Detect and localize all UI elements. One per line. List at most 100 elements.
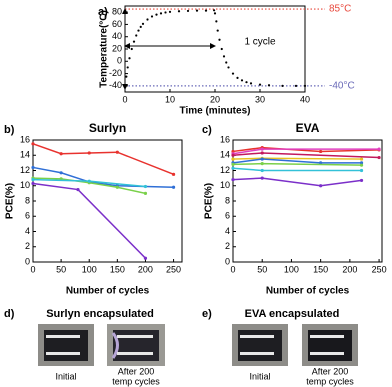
caption: temp cycles xyxy=(112,376,160,386)
data-point xyxy=(236,76,239,79)
data-point xyxy=(128,57,131,60)
x-tick-label: 150 xyxy=(313,264,328,274)
data-point xyxy=(294,84,298,87)
data-point xyxy=(141,22,145,25)
data-point xyxy=(258,83,262,86)
marker xyxy=(31,178,35,182)
y-axis-label: PCE(%) xyxy=(5,183,16,219)
caption: temp cycles xyxy=(306,376,354,386)
photo-title: Surlyn encapsulated xyxy=(46,308,154,320)
data-point xyxy=(240,79,244,82)
caption: After 200 xyxy=(312,366,349,376)
data-point xyxy=(245,81,248,84)
marker xyxy=(171,172,176,176)
x-tick-label: 20 xyxy=(210,94,220,104)
marker xyxy=(359,163,364,167)
y-tick-label: 40 xyxy=(112,31,122,41)
marker xyxy=(359,157,364,161)
panel-label: b) xyxy=(4,124,15,136)
y-tick-label: 2 xyxy=(225,241,230,251)
x-tick-label: 0 xyxy=(30,264,35,274)
marker xyxy=(143,184,148,189)
data-point xyxy=(220,47,223,51)
data-point xyxy=(186,9,190,13)
data-point xyxy=(155,13,158,16)
plot-frame xyxy=(32,139,183,263)
x-tick-label: 40 xyxy=(300,94,310,104)
marker xyxy=(143,256,148,260)
chart-title: Surlyn xyxy=(89,121,126,135)
data-point xyxy=(132,40,136,43)
data-point xyxy=(137,29,140,32)
x-tick-label: 10 xyxy=(165,94,175,104)
marker xyxy=(115,185,119,189)
photo xyxy=(232,324,288,366)
data-point xyxy=(281,84,284,87)
data-point xyxy=(218,38,221,41)
y-tick-label: 80 xyxy=(112,7,122,17)
data-point xyxy=(195,9,199,12)
x-tick-label: 200 xyxy=(342,264,357,274)
y-axis-label: PCE(%) xyxy=(204,183,215,219)
series-line xyxy=(232,177,362,187)
series-line xyxy=(232,152,380,159)
marker xyxy=(260,176,264,180)
data-point xyxy=(216,29,219,32)
caption: After 200 xyxy=(118,366,155,376)
marker xyxy=(359,161,364,165)
x-tick-label: 100 xyxy=(284,264,299,274)
data-point xyxy=(125,75,128,78)
marker xyxy=(87,179,91,183)
y-tick-label: -20 xyxy=(109,68,122,78)
y-tick-label: 0 xyxy=(117,56,122,66)
x-axis-label: Number of cycles xyxy=(66,286,150,297)
photo xyxy=(38,324,94,366)
marker xyxy=(231,162,235,166)
marker xyxy=(359,168,364,173)
marker xyxy=(260,147,264,151)
x-tick-label: 150 xyxy=(110,264,125,274)
caption: Initial xyxy=(55,371,76,381)
y-tick-label: 20 xyxy=(112,43,122,53)
marker xyxy=(377,147,381,151)
marker xyxy=(31,181,35,186)
data-point xyxy=(123,84,127,87)
data-point xyxy=(222,55,226,58)
data-point xyxy=(267,84,271,87)
series-line xyxy=(232,157,362,160)
data-point xyxy=(177,10,181,13)
photo-title: EVA encapsulated xyxy=(245,308,340,320)
y-tick-label: 16 xyxy=(220,134,230,144)
data-point xyxy=(139,25,142,28)
data-point xyxy=(159,12,163,15)
marker xyxy=(319,184,323,188)
reference-label: -40°C xyxy=(329,80,355,91)
y-tick-label: 8 xyxy=(225,195,230,205)
y-tick-label: 6 xyxy=(225,211,230,221)
caption: Initial xyxy=(249,371,270,381)
marker xyxy=(31,142,35,146)
data-point xyxy=(150,15,154,18)
data-point xyxy=(146,18,149,21)
series-line xyxy=(32,143,174,176)
panel-label: a) xyxy=(98,6,108,18)
marker xyxy=(260,151,264,155)
marker xyxy=(115,150,119,154)
marker xyxy=(76,187,80,192)
x-tick-label: 250 xyxy=(166,264,181,274)
data-point xyxy=(215,20,218,23)
y-tick-label: 14 xyxy=(20,150,30,160)
y-tick-label: 2 xyxy=(25,241,30,251)
series-line xyxy=(232,158,362,164)
y-tick-label: 12 xyxy=(20,165,30,175)
photo xyxy=(302,324,358,366)
y-axis-label: Temperature(°C) xyxy=(99,10,110,88)
marker xyxy=(231,178,235,182)
y-tick-label: 8 xyxy=(25,195,30,205)
y-tick-label: 0 xyxy=(225,256,230,266)
marker xyxy=(377,155,381,160)
x-tick-label: 250 xyxy=(372,264,387,274)
data-point xyxy=(130,47,133,51)
x-tick-label: 0 xyxy=(230,264,235,274)
